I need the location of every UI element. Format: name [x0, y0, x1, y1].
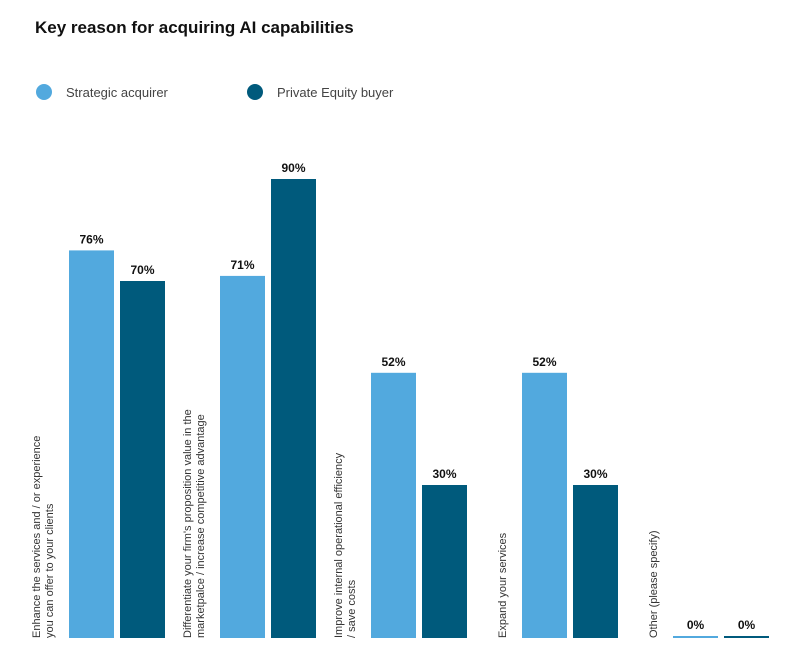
value-labels-group: 76% 70% 71% 90% 52% 30% 52% 30% 0% 0% [79, 161, 755, 632]
bar-private-equity-buyer-5 [724, 636, 769, 638]
category-label-2-line-2: marketpalce / increase competitive advan… [195, 414, 207, 638]
value-label-private-equity-buyer-5: 0% [738, 618, 756, 632]
category-labels-group: Enhance the services and / or experience… [31, 409, 660, 638]
category-label-5-line-1: Other (please specify) [648, 530, 660, 638]
bar-private-equity-buyer-4 [573, 485, 618, 638]
value-label-strategic-acquirer-3: 52% [381, 355, 405, 369]
value-label-strategic-acquirer-1: 76% [79, 232, 103, 246]
bar-strategic-acquirer-1 [69, 250, 114, 638]
category-label-1-line-1: Enhance the services and / or experience [31, 436, 43, 638]
bar-strategic-acquirer-3 [371, 372, 416, 638]
category-label-1-line-2: you can offer to your clients [44, 503, 56, 638]
legend-marker-strategic-acquirer [36, 84, 52, 100]
legend: Strategic acquirer Private Equity buyer [36, 84, 394, 100]
value-label-strategic-acquirer-5: 0% [687, 618, 705, 632]
category-label-4-line-1: Expand your services [497, 532, 509, 638]
legend-label-strategic-acquirer: Strategic acquirer [66, 85, 169, 100]
value-label-private-equity-buyer-4: 30% [583, 467, 607, 481]
legend-label-private-equity-buyer: Private Equity buyer [277, 85, 394, 100]
bar-private-equity-buyer-3 [422, 485, 467, 638]
bar-private-equity-buyer-1 [120, 281, 165, 638]
bars-group [69, 179, 769, 638]
chart-title: Key reason for acquiring AI capabilities [35, 18, 354, 37]
bar-strategic-acquirer-2 [220, 275, 265, 638]
value-label-strategic-acquirer-2: 71% [230, 258, 254, 272]
category-label-3-line-1: Improve internal operational efficiency [333, 452, 345, 638]
bar-strategic-acquirer-5 [673, 636, 718, 638]
category-label-3-line-2: / save costs [346, 579, 358, 638]
value-label-private-equity-buyer-1: 70% [130, 263, 154, 277]
value-label-private-equity-buyer-3: 30% [432, 467, 456, 481]
category-label-2-line-1: Differentiate your firm's proposition va… [182, 409, 194, 638]
bar-strategic-acquirer-4 [522, 372, 567, 638]
bar-private-equity-buyer-2 [271, 179, 316, 638]
value-label-private-equity-buyer-2: 90% [281, 161, 305, 175]
value-label-strategic-acquirer-4: 52% [532, 355, 556, 369]
legend-marker-private-equity-buyer [247, 84, 263, 100]
